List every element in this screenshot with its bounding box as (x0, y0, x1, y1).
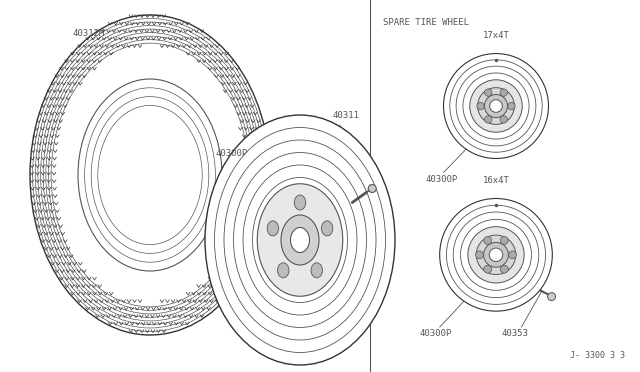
Ellipse shape (214, 128, 385, 353)
Text: 40300P: 40300P (425, 174, 458, 183)
Ellipse shape (294, 195, 306, 210)
Circle shape (484, 89, 492, 96)
Text: 40300P: 40300P (420, 329, 452, 338)
Circle shape (484, 237, 492, 244)
Circle shape (484, 116, 492, 123)
Ellipse shape (78, 79, 222, 271)
Circle shape (490, 100, 502, 112)
Text: 40300P: 40300P (215, 149, 247, 158)
Text: 40312M: 40312M (72, 29, 104, 38)
Ellipse shape (30, 15, 270, 335)
Circle shape (476, 251, 483, 259)
Circle shape (548, 293, 556, 301)
Ellipse shape (267, 221, 278, 236)
Ellipse shape (224, 140, 376, 340)
Ellipse shape (243, 165, 357, 315)
Circle shape (500, 265, 508, 273)
Circle shape (476, 235, 516, 275)
Circle shape (500, 237, 508, 244)
Circle shape (484, 94, 508, 118)
Circle shape (468, 227, 524, 283)
Circle shape (508, 102, 515, 110)
Circle shape (368, 185, 376, 192)
Text: 40311: 40311 (333, 111, 360, 120)
Ellipse shape (321, 221, 333, 236)
Text: 16x4T: 16x4T (483, 176, 509, 185)
Circle shape (500, 116, 508, 123)
Circle shape (461, 219, 531, 290)
Text: J- 3300 3 3: J- 3300 3 3 (570, 351, 625, 360)
Circle shape (484, 243, 508, 267)
Circle shape (477, 88, 515, 124)
Circle shape (470, 80, 522, 132)
Circle shape (477, 102, 484, 110)
Ellipse shape (281, 215, 319, 265)
Circle shape (489, 248, 503, 262)
Circle shape (440, 199, 552, 311)
Circle shape (509, 251, 516, 259)
Circle shape (453, 212, 539, 298)
Text: 17x4T: 17x4T (483, 31, 509, 39)
Ellipse shape (234, 153, 367, 327)
Ellipse shape (33, 19, 268, 331)
Circle shape (484, 265, 492, 273)
Ellipse shape (278, 263, 289, 278)
Ellipse shape (205, 115, 395, 365)
Text: 40353: 40353 (502, 329, 529, 338)
Ellipse shape (311, 263, 323, 278)
Circle shape (450, 60, 542, 152)
Ellipse shape (291, 228, 310, 253)
Circle shape (463, 73, 529, 139)
Text: SPARE TIRE WHEEL: SPARE TIRE WHEEL (383, 18, 469, 27)
Circle shape (500, 89, 508, 96)
Circle shape (447, 205, 545, 304)
Ellipse shape (253, 177, 348, 302)
Circle shape (456, 66, 536, 146)
Ellipse shape (257, 184, 343, 296)
Circle shape (444, 54, 548, 158)
